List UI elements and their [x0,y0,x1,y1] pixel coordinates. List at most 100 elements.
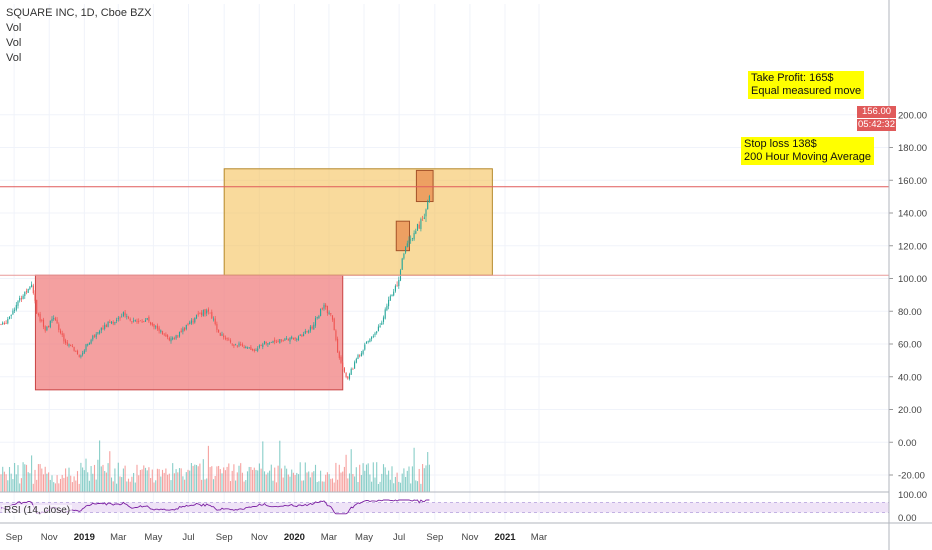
x-tick-label: Mar [110,532,126,543]
candle-body [117,317,119,320]
orange-target-zone [223,168,493,276]
candle-body [231,343,233,345]
volume-bars [0,440,430,492]
volume-bar [189,470,191,492]
candle-body [97,332,99,334]
volume-bar [257,470,259,492]
candle-body [139,320,141,322]
volume-bar [71,482,73,492]
countdown-tag: 05:42:32 [857,119,896,131]
volume-bar [304,462,306,492]
volume-bar [382,464,385,492]
candle-body [291,336,293,339]
candle-body [311,326,313,329]
candle-body [155,326,157,328]
volume-bar [153,482,155,492]
volume-bar [372,462,374,492]
volume-bar [277,465,279,492]
volume-bar [350,449,352,492]
volume-bar [14,462,16,492]
volume-bar [381,473,383,492]
volume-bar [126,481,128,492]
candle-body [418,224,420,229]
volume-bar [195,464,198,492]
candle-body [301,334,303,337]
volume-bar [66,476,68,492]
candle-body [270,342,272,343]
candle-body [320,308,322,316]
volume-bar [333,482,335,492]
volume-bar [190,463,192,492]
candle-body [241,344,243,346]
candle-body [333,318,335,331]
volume-bar [367,463,369,492]
volume-bar [428,464,430,492]
volume-bar [39,464,41,492]
volume-bar [377,483,379,492]
candle-body [292,337,294,340]
volume-bar [340,472,342,492]
candle-body [246,347,249,349]
candle-body [25,291,28,293]
volume-bar [386,474,388,492]
volume-bar [342,471,344,492]
volume-bar [44,466,46,492]
volume-bar [384,467,386,492]
volume-bar [269,470,271,492]
small-box-1 [395,220,410,252]
rsi-axis-label: 0.00 [898,513,917,524]
candle-body [423,217,425,219]
candle-body [252,349,254,351]
volume-bar [328,474,330,492]
candle-body [167,335,169,338]
volume-bar [138,475,140,492]
candle-body [129,318,131,321]
volume-bar [422,464,424,492]
candle-body [58,324,60,330]
candle-body [229,340,232,343]
volume-bar [36,479,38,492]
candle-body [303,334,305,337]
volume-bar [236,472,238,492]
candle-body [411,238,413,239]
candle-body [309,326,311,331]
volume-bar [338,464,340,492]
volume-bar [253,467,255,492]
candle-body [384,309,386,319]
volume-bar [3,471,5,492]
volume-bar [323,481,325,492]
candle-body [195,314,198,319]
candle-body [48,326,50,328]
volume-bar [173,473,175,492]
volume-bar [167,474,169,492]
rsi-axis-label: 100.00 [898,490,927,501]
candle-body [282,340,284,342]
volume-bar [394,476,396,492]
volume-bar [255,469,257,492]
candle-body [114,321,116,324]
volume-bar [107,463,109,492]
volume-bar [291,469,293,492]
candle-body [68,344,70,346]
volume-bar [357,482,359,492]
volume-bar [218,465,220,492]
volume-bar [37,464,39,492]
volume-bar [360,475,362,492]
take-profit-annotation[interactable]: Take Profit: 165$ Equal measured move [748,71,865,99]
stop-loss-annotation[interactable]: Stop loss 138$ 200 Hour Moving Average [741,137,874,165]
candle-body [136,320,138,322]
candle-body [88,342,90,345]
candle-body [365,341,368,344]
candle-body [173,338,175,339]
volume-bar [131,476,133,492]
candle-body [263,341,266,345]
volume-bar [376,462,378,492]
volume-bar [362,463,364,492]
candle-body [403,253,405,259]
x-tick-label: Sep [6,532,23,543]
candle-body [109,322,111,323]
price-levels [0,186,889,276]
volume-bar [10,473,12,492]
candle-body [148,317,150,322]
